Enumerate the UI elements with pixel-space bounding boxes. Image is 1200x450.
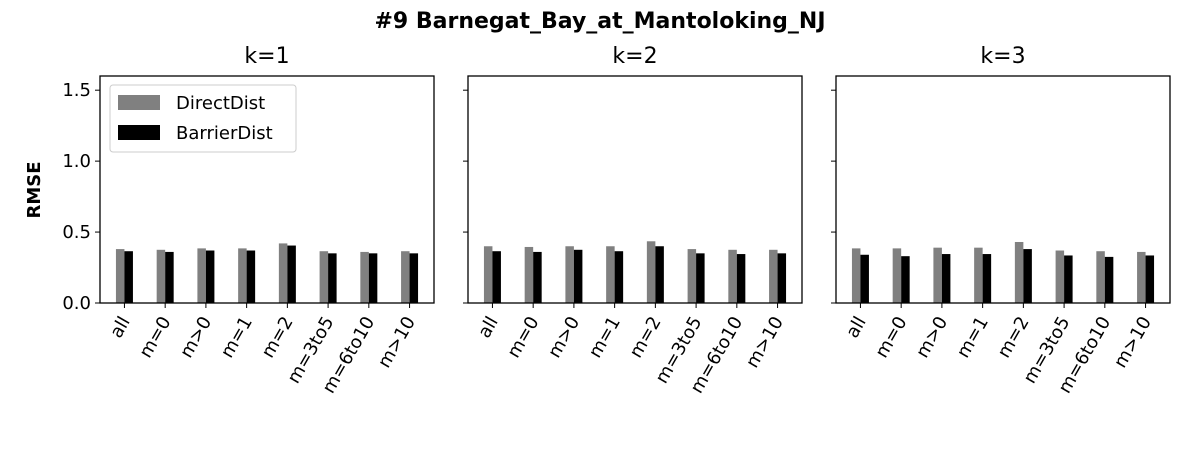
bar-barrierdist bbox=[246, 250, 256, 303]
bar-barrierdist bbox=[165, 251, 174, 303]
bar-directdist bbox=[156, 249, 166, 303]
y-tick-label: 0.5 bbox=[62, 222, 91, 243]
panel-title: k=2 bbox=[612, 44, 657, 69]
bar-directdist bbox=[728, 249, 737, 303]
panel-title: k=1 bbox=[244, 44, 289, 69]
bar-directdist bbox=[278, 243, 288, 303]
x-tick-label: all bbox=[842, 313, 871, 342]
bar-barrierdist bbox=[1104, 256, 1114, 303]
x-tick-label: m>0 bbox=[912, 313, 952, 362]
bar-barrierdist bbox=[287, 245, 296, 303]
x-tick-label: m=0 bbox=[871, 313, 911, 362]
legend-swatch bbox=[118, 95, 160, 110]
plot-frame bbox=[467, 75, 803, 304]
bar-directdist bbox=[565, 246, 574, 303]
y-tick-label: 1.5 bbox=[62, 80, 91, 101]
bar-barrierdist bbox=[982, 254, 992, 303]
x-tick-label: m=2 bbox=[625, 313, 665, 362]
x-tick-label: m=0 bbox=[135, 313, 175, 362]
plot-frame bbox=[99, 75, 435, 304]
plot-frame bbox=[835, 75, 1171, 304]
x-tick-label: m>10 bbox=[374, 313, 420, 372]
bar-barrierdist bbox=[368, 253, 378, 303]
bar-barrierdist bbox=[533, 251, 542, 303]
bar-directdist bbox=[401, 251, 410, 303]
bar-barrierdist bbox=[1023, 249, 1032, 303]
legend-swatch bbox=[118, 125, 160, 140]
bar-barrierdist bbox=[860, 254, 869, 303]
x-tick-label: m=1 bbox=[953, 313, 993, 362]
bar-directdist bbox=[606, 246, 615, 303]
bar-barrierdist bbox=[941, 254, 951, 303]
y-axis-label: RMSE bbox=[24, 161, 45, 218]
bar-barrierdist bbox=[736, 254, 746, 303]
bar-directdist bbox=[769, 249, 778, 303]
y-tick-label: 0.0 bbox=[62, 293, 91, 314]
bar-barrierdist bbox=[492, 251, 501, 303]
bar-directdist bbox=[524, 246, 534, 303]
x-tick-label: all bbox=[474, 313, 503, 342]
bar-barrierdist bbox=[614, 251, 624, 303]
x-tick-label: m>10 bbox=[742, 313, 788, 372]
x-tick-label: all bbox=[106, 313, 135, 342]
bar-directdist bbox=[115, 249, 125, 303]
bar-directdist bbox=[1096, 251, 1105, 303]
bar-directdist bbox=[1014, 241, 1024, 303]
figure-title: #9 Barnegat_Bay_at_Mantoloking_NJ bbox=[374, 9, 825, 34]
x-tick-label: m=1 bbox=[585, 313, 625, 362]
bar-directdist bbox=[687, 249, 697, 303]
bar-barrierdist bbox=[205, 250, 215, 303]
bar-directdist bbox=[851, 248, 861, 303]
x-tick-label: m=1 bbox=[217, 313, 257, 362]
x-tick-label: m>0 bbox=[544, 313, 584, 362]
bar-directdist bbox=[892, 248, 902, 303]
bar-directdist bbox=[1055, 250, 1065, 303]
bar-barrierdist bbox=[901, 256, 910, 303]
bar-barrierdist bbox=[124, 251, 133, 303]
bar-directdist bbox=[238, 248, 247, 303]
x-tick-label: m>10 bbox=[1110, 313, 1156, 372]
bar-barrierdist bbox=[409, 253, 419, 303]
bar-directdist bbox=[483, 246, 493, 303]
bar-barrierdist bbox=[1064, 255, 1073, 303]
x-tick-label: m=2 bbox=[993, 313, 1033, 362]
y-tick-label: 1.0 bbox=[62, 151, 91, 172]
x-tick-label: m=0 bbox=[503, 313, 543, 362]
bar-barrierdist bbox=[573, 249, 583, 303]
legend: DirectDist BarrierDist bbox=[109, 84, 297, 153]
x-tick-label: m=2 bbox=[257, 313, 297, 362]
legend-entry: BarrierDist bbox=[176, 123, 273, 144]
bar-barrierdist bbox=[1145, 255, 1155, 303]
bar-directdist bbox=[646, 241, 656, 303]
bar-barrierdist bbox=[777, 253, 787, 303]
bar-directdist bbox=[197, 248, 206, 303]
bar-directdist bbox=[933, 247, 942, 303]
bar-directdist bbox=[319, 251, 329, 303]
bar-directdist bbox=[974, 247, 983, 303]
x-tick-label: m>0 bbox=[176, 313, 216, 362]
legend-entry: DirectDist bbox=[176, 93, 265, 114]
bar-directdist bbox=[1137, 251, 1146, 303]
bar-barrierdist bbox=[328, 253, 337, 303]
bar-barrierdist bbox=[696, 253, 705, 303]
bar-barrierdist bbox=[655, 246, 664, 303]
bar-directdist bbox=[360, 251, 369, 303]
panel-title: k=3 bbox=[980, 44, 1025, 69]
